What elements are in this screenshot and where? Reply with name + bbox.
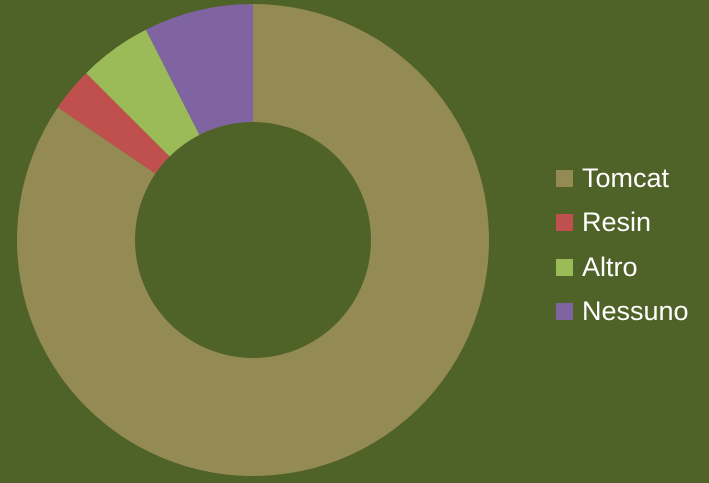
legend-item-nessuno: Nessuno bbox=[556, 290, 706, 335]
slice-altro bbox=[86, 29, 200, 157]
legend-swatch bbox=[556, 258, 573, 276]
legend-swatch bbox=[556, 303, 573, 321]
slice-nessuno bbox=[145, 4, 253, 135]
legend-swatch bbox=[556, 169, 573, 187]
legend-item-tomcat: Tomcat bbox=[556, 156, 706, 201]
legend-item-altro: Altro bbox=[556, 245, 706, 290]
legend-label: Altro bbox=[582, 251, 638, 282]
legend-label: Resin bbox=[582, 207, 652, 238]
legend-swatch bbox=[556, 214, 573, 232]
legend-label: Nessuno bbox=[582, 296, 689, 327]
legend-item-resin: Resin bbox=[556, 201, 706, 246]
legend-label: Tomcat bbox=[582, 162, 670, 193]
slice-tomcat bbox=[16, 4, 489, 477]
slice-resin bbox=[57, 73, 170, 174]
legend: Tomcat Resin Altro Nessuno bbox=[556, 156, 706, 334]
